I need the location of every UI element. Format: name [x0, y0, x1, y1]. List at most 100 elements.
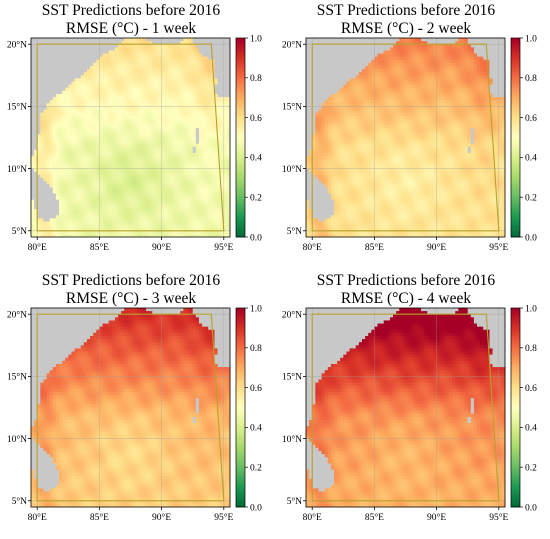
heat-cell	[217, 184, 222, 188]
heat-cell	[149, 171, 153, 176]
heat-cell	[458, 47, 462, 51]
colorbar-segment	[236, 177, 245, 180]
heat-cell	[31, 162, 35, 166]
heat-cell	[492, 62, 497, 67]
heat-cell	[105, 143, 110, 148]
heat-cell	[31, 72, 35, 76]
heat-cell	[90, 109, 94, 114]
heat-cell	[62, 41, 66, 45]
heat-cell	[208, 177, 212, 182]
heat-cell	[49, 112, 54, 117]
heat-cell	[40, 78, 44, 82]
heat-cell	[43, 202, 47, 207]
heat-cell	[217, 187, 222, 191]
heat-cell	[121, 69, 125, 73]
heat-cell	[34, 162, 38, 166]
heat-cell	[52, 227, 57, 232]
heat-cell	[86, 184, 91, 188]
heat-cell	[55, 44, 60, 48]
heat-cell	[136, 62, 141, 67]
heat-cell	[102, 177, 107, 182]
heat-cell	[177, 59, 181, 64]
heat-cell	[158, 81, 163, 86]
heat-cell	[211, 162, 215, 166]
heat-cell	[439, 44, 444, 48]
heat-cell	[37, 205, 41, 210]
heat-cell	[208, 53, 212, 58]
heat-cell	[223, 156, 228, 160]
heat-cell	[65, 140, 69, 145]
heat-cell	[86, 159, 91, 163]
heat-cell	[83, 47, 88, 51]
colorbar-segment	[236, 229, 245, 232]
heat-cell	[152, 97, 156, 101]
heat-cell	[86, 218, 91, 222]
heat-cell	[449, 41, 453, 45]
heat-cell	[133, 193, 138, 198]
heat-cell	[74, 184, 79, 188]
heat-cell	[121, 187, 125, 191]
heat-cell	[198, 227, 203, 232]
heat-cell	[399, 72, 403, 76]
heat-cell	[333, 59, 338, 64]
heat-cell	[105, 165, 110, 170]
heat-cell	[108, 153, 113, 157]
heat-cell	[62, 199, 66, 204]
heat-cell	[408, 62, 413, 67]
heat-cell	[108, 103, 113, 107]
heat-cell	[65, 59, 69, 64]
heat-cell	[118, 100, 122, 104]
heat-cell	[52, 65, 57, 70]
heat-cell	[223, 118, 228, 123]
heat-cell	[121, 177, 125, 182]
heat-cell	[152, 156, 156, 160]
heat-cell	[220, 50, 225, 54]
heat-cell	[158, 59, 163, 64]
heat-cell	[214, 212, 219, 216]
heat-cell	[149, 224, 153, 229]
heat-cell	[480, 53, 484, 58]
heat-cell	[130, 50, 135, 54]
heat-cell	[102, 162, 107, 166]
heat-cell	[202, 146, 206, 151]
heat-cell	[396, 38, 400, 42]
heat-cell	[96, 97, 100, 101]
heat-cell	[333, 56, 338, 61]
heat-cell	[108, 218, 113, 222]
heat-cell	[139, 128, 144, 132]
heat-cell	[183, 53, 187, 58]
heat-cell	[80, 187, 85, 191]
heat-cell	[220, 125, 225, 129]
heat-cell	[402, 56, 406, 61]
heat-cell	[58, 171, 63, 176]
heat-cell	[411, 53, 416, 58]
heat-cell	[43, 227, 47, 232]
heat-cell	[40, 156, 44, 160]
rmse-heatmap	[31, 38, 231, 238]
heat-cell	[149, 121, 153, 126]
heat-cell	[349, 59, 354, 64]
heat-cell	[195, 69, 200, 73]
heat-cell	[226, 72, 231, 76]
heat-cell	[136, 72, 141, 76]
heat-cell	[74, 137, 79, 142]
heat-cell	[142, 44, 147, 48]
heat-cell	[65, 215, 69, 219]
heat-cell	[124, 212, 128, 216]
heat-cell	[399, 69, 403, 73]
heat-cell	[318, 56, 322, 61]
heat-cell	[68, 227, 72, 232]
heat-cell	[214, 184, 219, 188]
heat-cell	[361, 62, 366, 67]
heat-cell	[158, 202, 163, 207]
heat-cell	[46, 109, 51, 114]
heat-cell	[458, 38, 462, 42]
heat-cell	[118, 230, 122, 235]
heat-cell	[161, 156, 166, 160]
heat-cell	[480, 56, 484, 61]
heat-cell	[114, 199, 119, 204]
heat-cell	[55, 131, 60, 135]
heat-cell	[167, 153, 172, 157]
heat-cell	[83, 134, 88, 138]
heat-cell	[52, 128, 57, 132]
